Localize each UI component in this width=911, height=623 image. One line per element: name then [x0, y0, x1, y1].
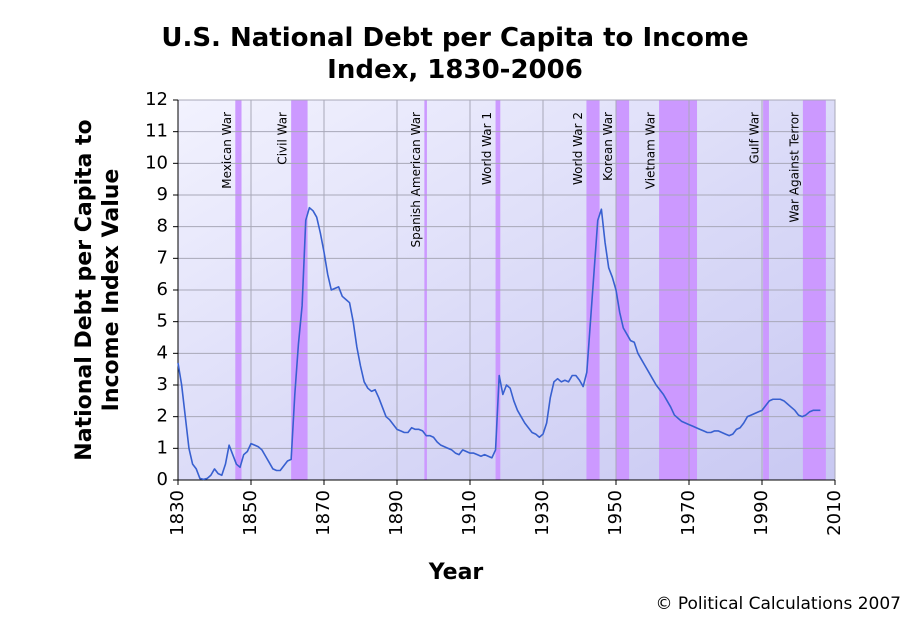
x-tick-label: 1990	[751, 490, 772, 536]
x-tick-label: 1950	[605, 490, 626, 536]
y-tick-label: 1	[157, 437, 168, 458]
x-tick-label: 1970	[678, 490, 699, 536]
war-label: Civil War	[276, 112, 290, 165]
y-tick-label: 4	[157, 342, 168, 363]
war-label: World War 2	[571, 112, 585, 185]
war-label: World War 1	[480, 112, 494, 185]
x-tick-label: 1930	[532, 490, 553, 536]
y-tick-label: 11	[145, 121, 168, 142]
x-tick-label: 1830	[167, 490, 188, 536]
x-tick-label: 1870	[313, 490, 334, 536]
y-tick-label: 5	[157, 311, 168, 332]
chart-title: U.S. National Debt per Capita to Income …	[161, 23, 749, 85]
x-tick-label: 1850	[240, 490, 261, 536]
y-tick-label: 12	[145, 89, 168, 110]
y-tick-label: 2	[157, 406, 168, 427]
x-tick-label: 2010	[824, 490, 845, 536]
war-label: Spanish American War	[409, 112, 423, 248]
y-tick-label: 7	[157, 247, 168, 268]
x-tick-label: 1890	[386, 490, 407, 536]
data-line	[177, 206, 821, 481]
y-tick-label: 10	[145, 152, 168, 173]
war-label: War Against Terror	[787, 112, 801, 222]
y-tick-label: 9	[157, 184, 168, 205]
y-tick-label: 0	[157, 469, 168, 490]
x-tick-label: 1910	[459, 490, 480, 536]
war-label: Vietnam War	[644, 112, 658, 189]
y-tick-label: 6	[157, 279, 168, 300]
y-tick-label: 8	[157, 216, 168, 237]
y-axis-title: National Debt per Capita to Income Index…	[72, 119, 124, 461]
credit: © Political Calculations 2007	[655, 594, 901, 614]
war-label: Korean War	[601, 112, 615, 181]
war-label: Mexican War	[220, 112, 234, 189]
y-tick-label: 3	[157, 374, 168, 395]
x-axis-title: Year	[428, 560, 484, 585]
war-label: Gulf War	[748, 112, 762, 164]
